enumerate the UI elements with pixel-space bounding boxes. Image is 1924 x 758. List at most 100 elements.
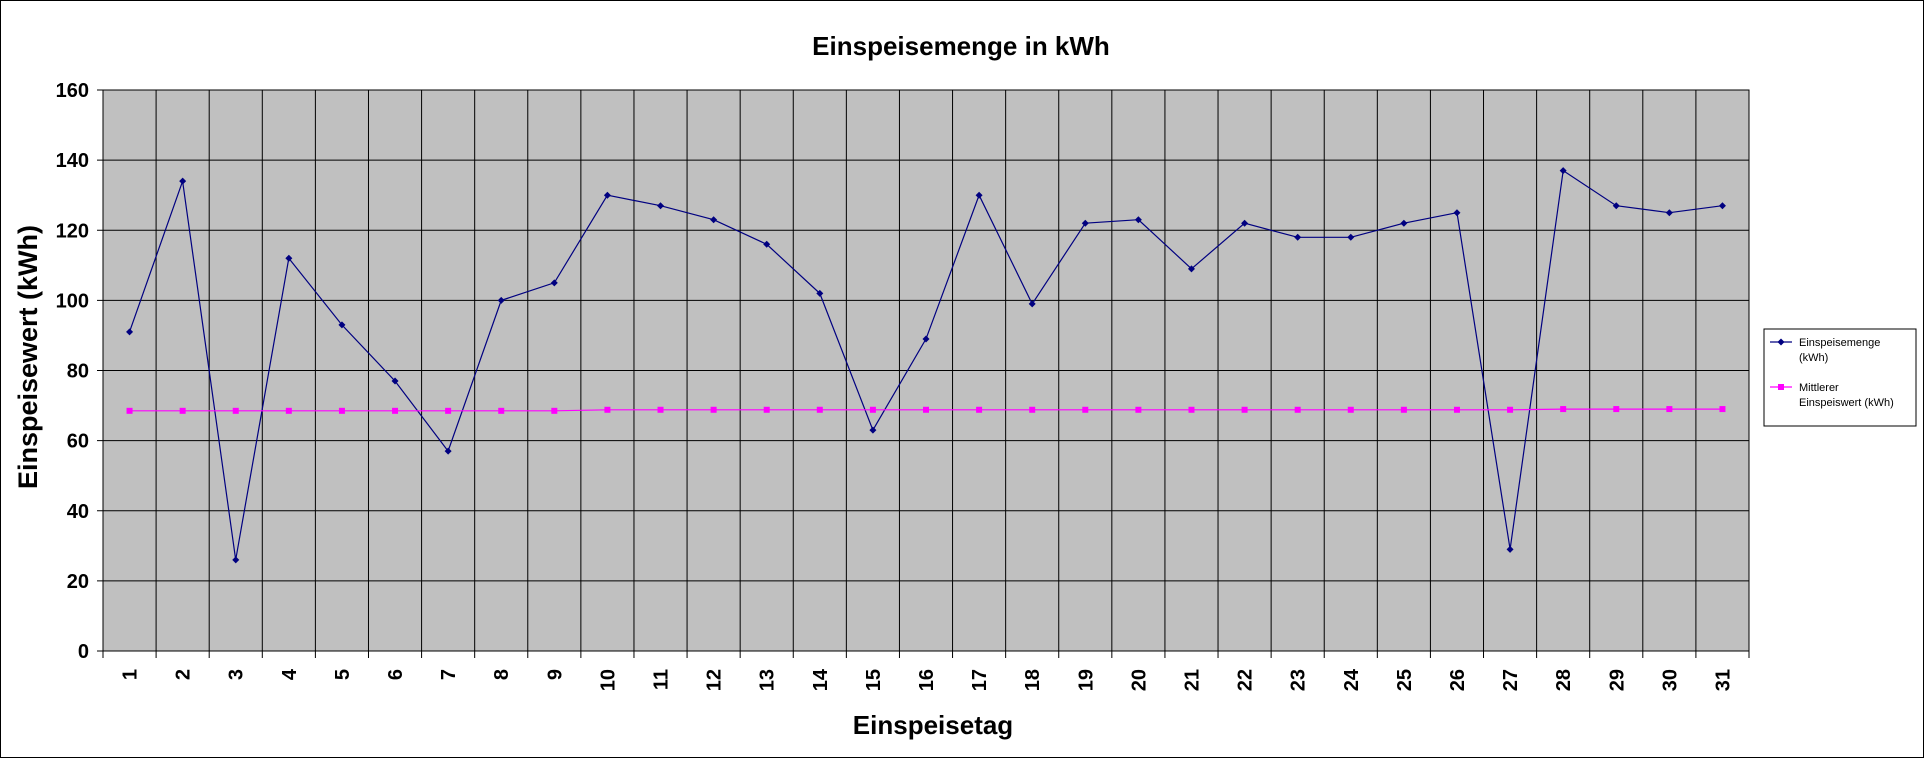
series-1-point xyxy=(1400,219,1408,227)
y-tick-label: 40 xyxy=(67,501,89,523)
series-2-point xyxy=(445,407,452,414)
y-tick-label: 80 xyxy=(67,361,89,383)
series-1-point xyxy=(1134,216,1142,224)
x-tick-label: 2 xyxy=(173,669,195,680)
y-axis-label: Einspeisewert (kWh) xyxy=(13,225,43,489)
x-tick-label: 28 xyxy=(1553,669,1575,691)
x-tick-label: 16 xyxy=(916,669,938,691)
series-2-point xyxy=(338,407,345,414)
series-2-point xyxy=(816,406,823,413)
x-tick-label: 4 xyxy=(279,668,301,680)
series-2-point xyxy=(1507,406,1514,413)
x-tick-label: 11 xyxy=(651,669,673,690)
series-1-point xyxy=(1028,300,1036,308)
x-tick-label: 5 xyxy=(332,669,354,680)
series-1-point xyxy=(975,191,983,199)
series-1-point xyxy=(657,202,665,210)
series-1-point xyxy=(922,335,930,343)
series-2-point xyxy=(392,407,399,414)
series-2-point xyxy=(498,407,505,414)
series-1-point xyxy=(1081,219,1089,227)
x-tick-label: 18 xyxy=(1022,669,1044,691)
x-tick-label: 24 xyxy=(1341,668,1363,691)
y-tick-label: 140 xyxy=(56,150,89,172)
x-tick-label: 19 xyxy=(1075,669,1097,691)
series-2-point xyxy=(604,406,611,413)
x-tick-label: 23 xyxy=(1288,669,1310,691)
series-1-point xyxy=(1559,167,1567,175)
series-2-point xyxy=(285,407,292,414)
series-1-point xyxy=(1187,265,1195,273)
x-tick-label: 1 xyxy=(120,669,142,680)
series-2-point xyxy=(232,407,239,414)
series-1-point xyxy=(1241,219,1249,227)
x-tick-label: 13 xyxy=(757,669,779,691)
chart-title: Einspeisemenge in kWh xyxy=(812,31,1110,61)
series-2-point xyxy=(1719,406,1726,413)
y-tick-label: 120 xyxy=(56,220,89,242)
x-tick-label: 17 xyxy=(969,669,991,691)
legend-label: Einspeisemenge xyxy=(1799,337,1880,349)
legend-label: (kWh) xyxy=(1799,352,1828,364)
series-2-point xyxy=(869,406,876,413)
series-2-point xyxy=(1082,406,1089,413)
legend-label: Mittlerer xyxy=(1799,382,1839,394)
x-tick-label: 7 xyxy=(438,669,460,680)
x-tick-label: 10 xyxy=(597,669,619,691)
series-1-point xyxy=(550,279,558,287)
y-tick-label: 20 xyxy=(67,571,89,593)
series-2-point xyxy=(551,407,558,414)
series-2-point xyxy=(976,406,983,413)
legend-marker-1 xyxy=(1777,338,1785,346)
series-2-point xyxy=(1400,406,1407,413)
series-2-point xyxy=(1029,406,1036,413)
legend-label: Einspeiswert (kWh) xyxy=(1799,397,1894,409)
series-2-point xyxy=(1453,406,1460,413)
x-tick-label: 14 xyxy=(810,668,832,691)
series-2-point xyxy=(1347,406,1354,413)
series-2-point xyxy=(1241,406,1248,413)
x-tick-label: 3 xyxy=(226,669,248,680)
series-2-point xyxy=(763,406,770,413)
x-tick-label: 31 xyxy=(1712,669,1734,691)
x-tick-label: 27 xyxy=(1500,669,1522,691)
x-tick-label: 15 xyxy=(863,669,885,691)
series-2-point xyxy=(710,406,717,413)
legend: Einspeisemenge (kWh) Mittlerer Einspeiswert… xyxy=(1763,328,1917,427)
series-1-point xyxy=(816,289,824,297)
series-2-point xyxy=(1560,406,1567,413)
x-tick-label: 12 xyxy=(704,669,726,691)
y-tick-label: 160 xyxy=(56,80,89,102)
x-tick-label: 29 xyxy=(1606,669,1628,691)
series-2-point xyxy=(1294,406,1301,413)
x-tick-label: 30 xyxy=(1659,669,1681,691)
x-axis-label: Einspeisetag xyxy=(853,710,1013,740)
series-1-point xyxy=(1506,545,1514,553)
legend-box xyxy=(1763,328,1917,427)
series-1-point xyxy=(1347,233,1355,241)
series-1-point xyxy=(179,177,187,185)
series-1-point xyxy=(126,328,134,336)
series-1-point xyxy=(338,321,346,329)
series-1-point xyxy=(1294,233,1302,241)
series-2-point xyxy=(923,406,929,413)
x-tick-label: 8 xyxy=(491,669,513,680)
series-1-point xyxy=(497,296,505,304)
x-tick-label: 9 xyxy=(544,669,566,680)
series-1-point xyxy=(391,377,399,385)
series-1-point xyxy=(869,426,877,434)
series-2-point xyxy=(179,407,186,414)
y-tick-label: 100 xyxy=(56,290,89,312)
series-1-point xyxy=(763,240,771,248)
series-2-point xyxy=(1613,406,1620,413)
y-tick-label: 60 xyxy=(67,431,89,453)
x-tick-label: 25 xyxy=(1394,669,1416,691)
series-2-point xyxy=(1188,406,1195,413)
x-tick-label: 26 xyxy=(1447,669,1469,691)
series-1-point xyxy=(1453,209,1461,217)
legend-marker-2 xyxy=(1778,384,1784,390)
series-1-point xyxy=(1665,209,1673,217)
y-tick-label: 0 xyxy=(78,641,89,663)
